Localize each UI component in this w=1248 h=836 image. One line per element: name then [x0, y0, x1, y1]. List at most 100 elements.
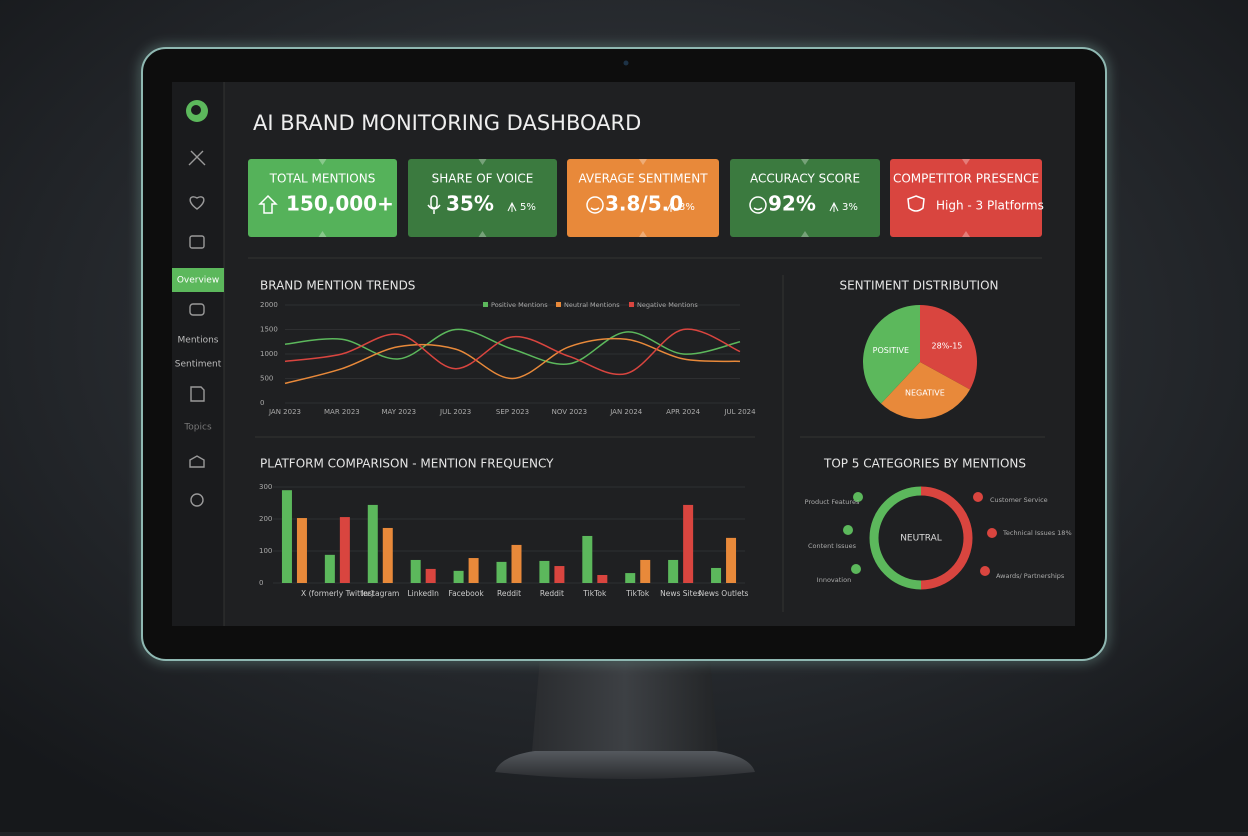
icon-box [189, 235, 205, 249]
trend-line [284, 328, 741, 376]
nav-item[interactable]: Overview [177, 276, 219, 286]
pie-slice [863, 305, 920, 404]
category-icon [980, 566, 990, 576]
bar [425, 568, 436, 583]
y-tick-label: 2000 [260, 301, 278, 309]
bar [554, 566, 565, 583]
category-label: Innovation [817, 576, 851, 584]
kpi-icon [753, 207, 763, 211]
nav-item[interactable]: Sentiment [175, 360, 222, 370]
x-tick-label: Instagram [361, 589, 399, 598]
kpi-card [248, 159, 397, 237]
x-tick-label: TikTok [582, 589, 607, 598]
icon-settings [190, 493, 204, 507]
x-tick-label: APR 2024 [666, 408, 700, 416]
change-arrow [507, 201, 517, 212]
bar [339, 517, 350, 583]
category-icon [853, 492, 863, 502]
chart-title: BRAND MENTION TRENDS [260, 279, 415, 293]
category-icon [851, 564, 861, 574]
icon-doc [190, 386, 205, 402]
kpi-icon [430, 195, 438, 209]
change-arrow [829, 201, 839, 212]
y-tick-label: 100 [259, 547, 272, 555]
slice-label: NEGATIVE [905, 388, 945, 397]
change-arrow [666, 201, 676, 212]
bar [625, 573, 636, 583]
card-notch [962, 159, 970, 165]
category-label: Awards/ Partnerships [996, 572, 1065, 580]
kpi-icon [907, 195, 925, 212]
category-icon [973, 492, 983, 502]
x-tick-label: JUL 2024 [723, 408, 756, 416]
chart-title: TOP 5 CATEGORIES BY MENTIONS [823, 457, 1026, 471]
x-tick-label: JAN 2024 [609, 408, 643, 416]
kpi-label: COMPETITOR PRESENCE [893, 172, 1039, 186]
kpi-card [567, 159, 719, 237]
nav-item[interactable]: Topics [183, 423, 212, 433]
y-tick-label: 0 [260, 399, 264, 407]
nav-item[interactable]: Mentions [178, 336, 219, 346]
donut-segment [920, 486, 973, 590]
bar [640, 559, 651, 583]
kpi-card [890, 159, 1042, 237]
kpi-change: 5% [520, 202, 536, 213]
kpi-change: 3% [679, 202, 695, 213]
y-tick-label: 300 [259, 483, 272, 491]
x-tick-label: NOV 2023 [552, 408, 587, 416]
icon-shield [189, 455, 205, 468]
icon-tools [188, 150, 206, 166]
donut-segment [869, 486, 922, 590]
card-notch [478, 159, 487, 165]
bar [468, 558, 479, 583]
category-label: Technical Issues 18% [1002, 529, 1072, 537]
x-tick-label: MAY 2023 [381, 408, 416, 416]
x-tick-label: Reddit [540, 589, 564, 598]
kpi-value: High - 3 Platforms [936, 199, 1044, 213]
sidebar-icons [188, 150, 206, 507]
card-notch [318, 231, 327, 237]
sidebar [172, 82, 224, 626]
x-tick-label: JUL 2023 [439, 408, 471, 416]
legend-swatch [629, 302, 634, 307]
bar [296, 518, 307, 583]
category-label: Content Issues [808, 542, 857, 550]
y-tick-label: 1500 [260, 326, 278, 334]
x-tick-label: MAR 2023 [324, 408, 360, 416]
legend-label: Neutral Mentions [564, 301, 620, 309]
x-tick-label: Facebook [448, 589, 484, 598]
kpi-icon [749, 196, 767, 214]
kpi-label: ACCURACY SCORE [750, 172, 860, 186]
card-notch [639, 159, 647, 165]
bar [453, 570, 464, 583]
kpi-value: 3.8/5.0 [605, 192, 683, 216]
kpi-value: 150,000+ [286, 192, 394, 216]
category-icon [987, 528, 997, 538]
logo-hole [191, 105, 201, 115]
bar [511, 544, 522, 583]
legend-swatch [556, 302, 561, 307]
donut-center-label: NEUTRAL [900, 534, 942, 544]
nav-active[interactable] [172, 268, 224, 292]
x-tick-label: TikTok [625, 589, 650, 598]
monitor-neck [532, 658, 718, 752]
kpi-label: AVERAGE SENTIMENT [578, 172, 708, 186]
kpi-icon [590, 207, 600, 211]
x-tick-label: LinkedIn [407, 589, 439, 598]
chart-title: SENTIMENT DISTRIBUTION [839, 279, 998, 293]
kpi-change: 3% [842, 202, 858, 213]
bar [711, 567, 722, 583]
x-tick-label: X (formerly Twitter) [301, 589, 374, 598]
card-notch [478, 231, 487, 237]
webcam [623, 60, 629, 66]
kpi-card [730, 159, 880, 237]
icon-chat [189, 303, 205, 316]
kpi-value: 92% [768, 192, 816, 216]
kpi-icon [427, 204, 441, 214]
bar [410, 559, 421, 583]
bar [582, 535, 593, 583]
y-tick-label: 1000 [260, 350, 278, 358]
bar [496, 561, 507, 583]
legend-swatch [483, 302, 488, 307]
